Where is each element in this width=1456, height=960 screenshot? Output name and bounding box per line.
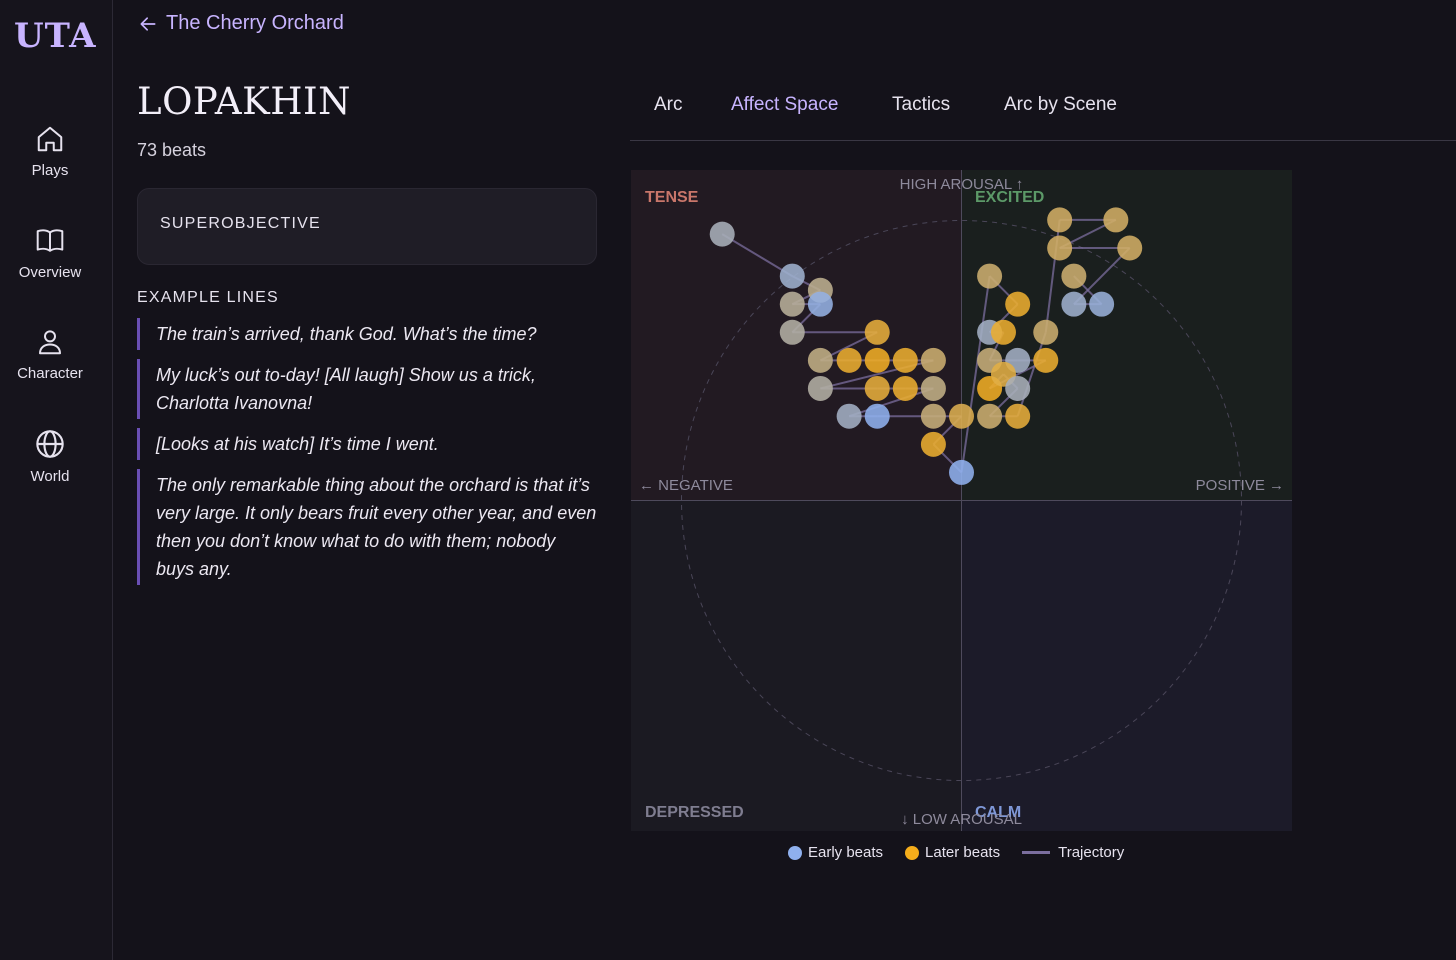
quadrant-label-excited: EXCITED — [975, 189, 1044, 206]
beat-point[interactable] — [1089, 291, 1115, 317]
legend-label-trajectory: Trajectory — [1058, 844, 1125, 861]
arrow-left-icon — [140, 16, 156, 31]
example-line: [Looks at his watch] It’s time I went. — [137, 428, 597, 460]
beat-point[interactable] — [920, 347, 946, 373]
beat-point[interactable] — [977, 403, 1003, 429]
superobjective-label: SUPEROBJECTIVE — [160, 215, 321, 232]
beat-point[interactable] — [892, 347, 918, 373]
legend-swatch-later — [905, 845, 920, 860]
beat-point[interactable] — [920, 403, 946, 429]
beat-point[interactable] — [920, 431, 946, 457]
sidebar-item-character[interactable]: Character — [0, 327, 100, 382]
beat-point[interactable] — [1005, 403, 1031, 429]
beat-point[interactable] — [864, 347, 890, 373]
beat-point[interactable] — [1047, 207, 1073, 233]
legend-item-later: Later beats — [905, 844, 1000, 861]
beat-point[interactable] — [864, 403, 890, 429]
beat-point[interactable] — [1117, 235, 1143, 261]
trajectory-segment — [848, 387, 934, 418]
beat-point[interactable] — [779, 319, 805, 345]
quadrant-bg-depressed — [631, 500, 962, 831]
example-lines-list: The train’s arrived, thank God. What’s t… — [137, 318, 597, 594]
beat-point[interactable] — [920, 375, 946, 401]
x-axis-positive-label: POSITIVE → — [1196, 477, 1284, 494]
quadrant-bg-calm — [961, 500, 1292, 831]
points-layer — [709, 207, 1143, 485]
character-name: LOPAKHIN — [137, 80, 352, 123]
legend-swatch-early — [788, 845, 802, 860]
beat-point[interactable] — [949, 403, 974, 429]
sidebar-item-label: World — [30, 468, 70, 485]
trajectory-segment — [960, 275, 991, 473]
book-icon — [36, 229, 64, 252]
y-axis-high-label: HIGH AROUSAL ↑ — [900, 176, 1024, 193]
example-lines-heading: EXAMPLE LINES — [137, 289, 279, 306]
quadrant-label-calm: CALM — [975, 804, 1021, 821]
beat-point[interactable] — [779, 291, 805, 317]
legend-item-early: Early beats — [788, 844, 883, 861]
beat-point[interactable] — [807, 291, 833, 317]
beat-point[interactable] — [836, 347, 862, 373]
beat-point[interactable] — [1061, 291, 1087, 317]
chart-legend: Early beats Later beats Trajectory — [788, 844, 1146, 861]
example-line: The train’s arrived, thank God. What’s t… — [137, 318, 597, 350]
example-line: My luck’s out to-day! [All laugh] Show u… — [137, 359, 597, 419]
trajectory-segment — [721, 233, 793, 277]
beat-point[interactable] — [864, 319, 890, 345]
sidebar-item-label: Overview — [18, 264, 82, 281]
beat-point[interactable] — [779, 263, 805, 289]
beats-count: 73 beats — [137, 140, 207, 160]
beat-point[interactable] — [807, 375, 833, 401]
beat-point[interactable] — [990, 319, 1016, 345]
view-tabs: Arc Affect Space Tactics Arc by Scene — [630, 80, 1456, 141]
sidebar: UTA Plays Overview Character World — [0, 0, 113, 960]
quadrant-label-tense: TENSE — [645, 189, 699, 206]
legend-label-later: Later beats — [925, 844, 1001, 861]
beat-point[interactable] — [1061, 263, 1087, 289]
trajectory-segment — [1016, 331, 1047, 417]
tab-affect-space[interactable]: Affect Space — [731, 94, 839, 115]
sidebar-item-overview[interactable]: Overview — [0, 226, 100, 281]
example-line: The only remarkable thing about the orch… — [137, 469, 597, 585]
y-axis-low-label: ↓ LOW AROUSAL — [901, 811, 1022, 828]
beat-point[interactable] — [1033, 319, 1059, 345]
x-axis-negative-label: ← NEGATIVE — [639, 477, 733, 494]
person-icon — [39, 330, 61, 355]
quadrant-label-depressed: DEPRESSED — [645, 804, 744, 821]
sidebar-item-label: Character — [17, 365, 83, 382]
beat-point[interactable] — [1005, 375, 1031, 401]
back-link-label: The Cherry Orchard — [166, 12, 344, 34]
tab-tactics[interactable]: Tactics — [892, 94, 951, 115]
tab-arc[interactable]: Arc — [654, 94, 683, 115]
globe-icon — [36, 430, 64, 458]
beat-point[interactable] — [709, 221, 735, 247]
home-icon — [37, 126, 63, 152]
app-logo: UTA — [14, 16, 97, 56]
legend-label-early: Early beats — [808, 844, 884, 861]
beat-point[interactable] — [836, 403, 862, 429]
sidebar-item-plays[interactable]: Plays — [0, 124, 100, 179]
beat-point[interactable] — [1033, 347, 1059, 373]
beat-point[interactable] — [892, 375, 918, 401]
back-link[interactable]: The Cherry Orchard — [138, 12, 344, 35]
sidebar-item-label: Plays — [31, 162, 69, 179]
beat-point[interactable] — [1047, 235, 1073, 261]
sidebar-item-world[interactable]: World — [0, 428, 100, 485]
beat-point[interactable] — [977, 263, 1003, 289]
trajectory-segment — [1073, 247, 1131, 305]
superobjective-card: SUPEROBJECTIVE — [137, 188, 597, 265]
affect-space-chart: TENSE EXCITED DEPRESSED CALM HIGH AROUSA… — [631, 170, 1292, 831]
beat-point[interactable] — [807, 347, 833, 373]
beat-point[interactable] — [1005, 291, 1031, 317]
tab-arc-by-scene[interactable]: Arc by Scene — [1004, 94, 1117, 115]
beat-point[interactable] — [1103, 207, 1129, 233]
beat-point[interactable] — [864, 375, 890, 401]
legend-item-trajectory: Trajectory — [1022, 844, 1124, 861]
beat-point[interactable] — [949, 459, 974, 485]
legend-swatch-trajectory — [1022, 851, 1051, 854]
